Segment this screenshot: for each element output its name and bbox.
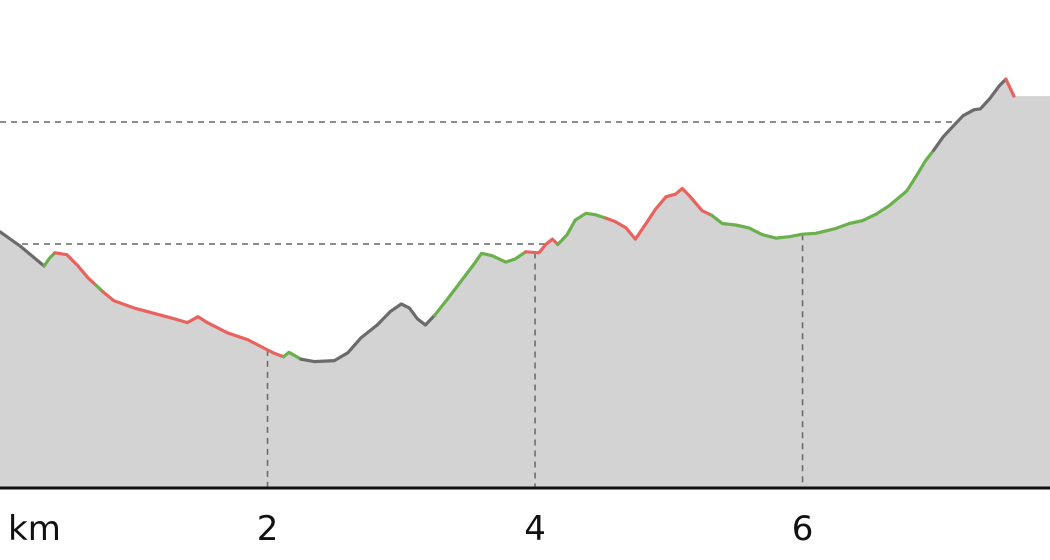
elevation-area xyxy=(0,79,1050,488)
profile-segment-ascent xyxy=(709,148,936,240)
tick-label-layer: km 2468 xyxy=(8,509,814,549)
profile-segment-descent xyxy=(524,237,560,255)
profile-segment-ascent xyxy=(433,250,528,317)
profile-line-layer xyxy=(0,77,1016,364)
profile-segment-descent xyxy=(101,290,286,359)
x-axis-unit-label: km xyxy=(8,509,61,549)
profile-segment-flat xyxy=(299,302,437,364)
x-tick-label: 6 xyxy=(792,509,814,549)
x-tick-label: 4 xyxy=(524,509,546,549)
area-layer xyxy=(0,79,1050,488)
profile-segment-descent xyxy=(53,251,98,288)
profile-segment-ascent xyxy=(42,251,57,268)
profile-segment-descent xyxy=(604,186,714,241)
profile-segment-ascent xyxy=(282,350,303,361)
profile-segment-flat xyxy=(931,77,1008,152)
profile-segment-ascent xyxy=(556,211,608,247)
profile-segment-flat xyxy=(0,230,46,268)
x-tick-label: 2 xyxy=(257,509,279,549)
profile-segment-descent xyxy=(1004,77,1016,98)
